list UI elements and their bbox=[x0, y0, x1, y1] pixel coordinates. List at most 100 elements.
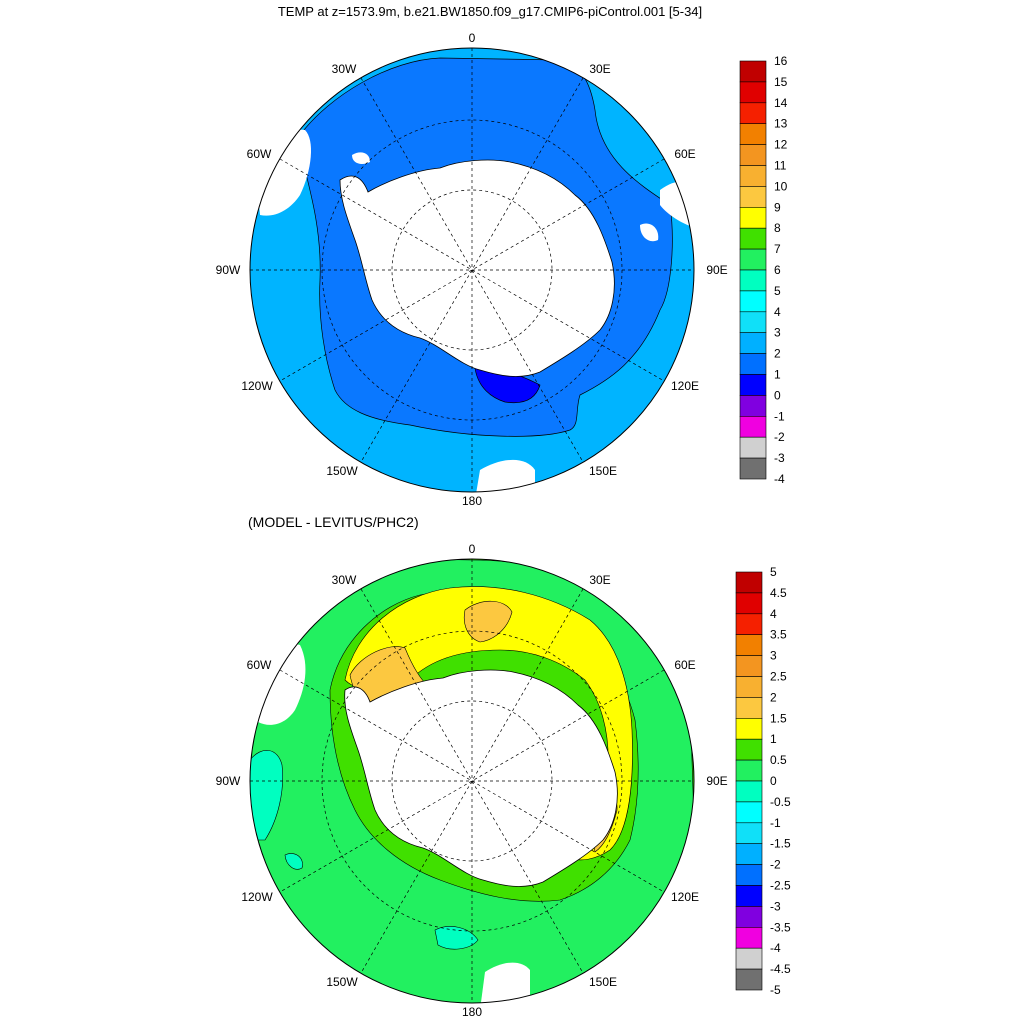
top-colorbar-swatch bbox=[739, 311, 767, 333]
top-colorbar-swatch bbox=[739, 269, 767, 292]
bottom-colorbar-label: 4 bbox=[770, 607, 777, 621]
top-colorbar-swatch bbox=[739, 457, 767, 480]
top-colorbar-label: 5 bbox=[774, 284, 781, 298]
top-lon-120e: 120E bbox=[671, 379, 699, 393]
top-colorbar-label: -3 bbox=[774, 451, 785, 465]
bottom-title: (MODEL - LEVITUS/PHC2) bbox=[248, 514, 419, 530]
top-colorbar-swatch bbox=[739, 353, 767, 375]
top-colorbar-swatch bbox=[739, 374, 767, 396]
bottom-lon-90w: 90W bbox=[216, 774, 241, 788]
bottom-cyan-south bbox=[434, 926, 479, 950]
bottom-colorbar-label: 1 bbox=[770, 732, 777, 746]
bottom-colorbar-label: 5 bbox=[770, 565, 777, 579]
top-colorbar-swatch bbox=[739, 144, 767, 166]
bottom-panel: (MODEL - LEVITUS/PHC2) bbox=[216, 514, 791, 1019]
top-colorbar-label: 1 bbox=[774, 368, 781, 382]
bottom-colorbar-swatch bbox=[735, 926, 763, 949]
bottom-colorbar-label: 2 bbox=[770, 690, 777, 704]
bottom-colorbar-swatch bbox=[735, 843, 763, 865]
top-colorbar-label: 12 bbox=[774, 138, 788, 152]
top-lon-120w: 120W bbox=[241, 379, 273, 393]
bottom-lon-30w: 30W bbox=[332, 573, 357, 587]
bottom-colorbar-swatch bbox=[735, 634, 763, 656]
top-colorbar-label: -1 bbox=[774, 409, 785, 423]
bottom-colorbar-label: -3.5 bbox=[770, 920, 791, 934]
top-antarctica bbox=[339, 159, 615, 377]
bottom-colorbar-swatch bbox=[735, 759, 763, 782]
top-colorbar-swatch bbox=[739, 332, 767, 354]
bottom-graticule bbox=[250, 559, 694, 1003]
top-colorbar-label: 14 bbox=[774, 96, 788, 110]
top-colorbar-label: 9 bbox=[774, 200, 781, 214]
top-lon-150e: 150E bbox=[589, 464, 617, 478]
bottom-lon-180: 180 bbox=[462, 1005, 482, 1019]
bottom-colorbar-label: 1.5 bbox=[770, 711, 787, 725]
top-colorbar-label: 16 bbox=[774, 54, 788, 68]
bottom-lon-150w: 150W bbox=[326, 975, 358, 989]
bottom-colorbar: 5 4.5 4 3.5 3 2.5 2 1.5 1 0.5 0 -0.5 -1 -1.5 -2 -2.5 -3 -… bbox=[735, 565, 791, 997]
top-lon-180: 180 bbox=[462, 494, 482, 508]
bottom-colorbar-label: -2.5 bbox=[770, 879, 791, 893]
bottom-colorbar-label: 4.5 bbox=[770, 586, 787, 600]
top-colorbar-label: 0 bbox=[774, 388, 781, 402]
bottom-colorbar-label: -1.5 bbox=[770, 837, 791, 851]
bottom-colorbar-label: 0 bbox=[770, 774, 777, 788]
bottom-colorbar-swatch bbox=[735, 885, 763, 907]
top-lon-60e: 60E bbox=[674, 147, 695, 161]
bottom-colorbar-swatch bbox=[735, 968, 763, 991]
top-colorbar-swatch bbox=[739, 207, 767, 229]
top-lon-150w: 150W bbox=[326, 464, 358, 478]
bottom-colorbar-swatch bbox=[735, 906, 763, 928]
bottom-colorbar-label: -2 bbox=[770, 858, 781, 872]
bottom-colorbar-label: -5 bbox=[770, 983, 781, 997]
bottom-colorbar-swatch bbox=[735, 655, 763, 677]
bottom-lon-120w: 120W bbox=[241, 890, 273, 904]
bottom-lon-90e: 90E bbox=[706, 774, 727, 788]
bottom-lon-0: 0 bbox=[469, 542, 476, 556]
bottom-colorbar-label: 2.5 bbox=[770, 670, 787, 684]
bottom-colorbar-swatch bbox=[735, 613, 763, 635]
top-lon-0: 0 bbox=[469, 31, 476, 45]
top-lon-30w: 30W bbox=[332, 62, 357, 76]
bottom-colorbar-label: -0.5 bbox=[770, 795, 791, 809]
bottom-colorbar-swatch bbox=[735, 738, 763, 761]
top-graticule bbox=[250, 48, 694, 492]
bottom-gold-patch-north bbox=[463, 600, 513, 643]
bottom-colorbar-swatch bbox=[735, 780, 763, 803]
top-colorbar-swatch bbox=[739, 81, 767, 104]
top-colorbar-swatch bbox=[739, 395, 767, 417]
top-colorbar-swatch bbox=[739, 102, 767, 125]
bottom-colorbar-swatch bbox=[735, 676, 763, 698]
bottom-colorbar-swatch bbox=[735, 801, 763, 824]
top-colorbar-swatch bbox=[739, 165, 767, 187]
bottom-lon-60e: 60E bbox=[674, 658, 695, 672]
bottom-map-border bbox=[249, 558, 695, 1004]
top-colorbar-label: 7 bbox=[774, 242, 781, 256]
bottom-colorbar-label: 3 bbox=[770, 649, 777, 663]
bottom-colorbar-label: -4.5 bbox=[770, 962, 791, 976]
top-colorbar-label: 2 bbox=[774, 347, 781, 361]
bottom-colorbar-swatch bbox=[735, 571, 763, 594]
bottom-colorbar-swatch bbox=[735, 947, 763, 970]
top-colorbar-swatch bbox=[739, 248, 767, 271]
bottom-colorbar-label: 3.5 bbox=[770, 628, 787, 642]
bottom-colorbar-label: -1 bbox=[770, 816, 781, 830]
top-colorbar-label: 3 bbox=[774, 326, 781, 340]
bottom-colorbar-swatch bbox=[735, 717, 763, 740]
top-colorbar-label: 13 bbox=[774, 117, 788, 131]
top-lon-90w: 90W bbox=[216, 263, 241, 277]
top-colorbar-swatch bbox=[739, 123, 767, 145]
top-colorbar-label: 4 bbox=[774, 305, 781, 319]
top-colorbar-label: 10 bbox=[774, 179, 788, 193]
top-colorbar-label: 11 bbox=[774, 159, 787, 173]
top-panel: TEMP at z=1573.9m, b.e21.BW1850.f09_g17.… bbox=[216, 4, 788, 508]
bottom-lon-60w: 60W bbox=[247, 658, 272, 672]
bottom-lon-120e: 120E bbox=[671, 890, 699, 904]
top-colorbar-swatch bbox=[739, 60, 767, 83]
bottom-lon-30e: 30E bbox=[589, 573, 610, 587]
bottom-colorbar-swatch bbox=[735, 822, 763, 844]
bottom-colorbar-label: -3 bbox=[770, 899, 781, 913]
top-lon-90e: 90E bbox=[706, 263, 727, 277]
top-map-border bbox=[249, 47, 695, 493]
